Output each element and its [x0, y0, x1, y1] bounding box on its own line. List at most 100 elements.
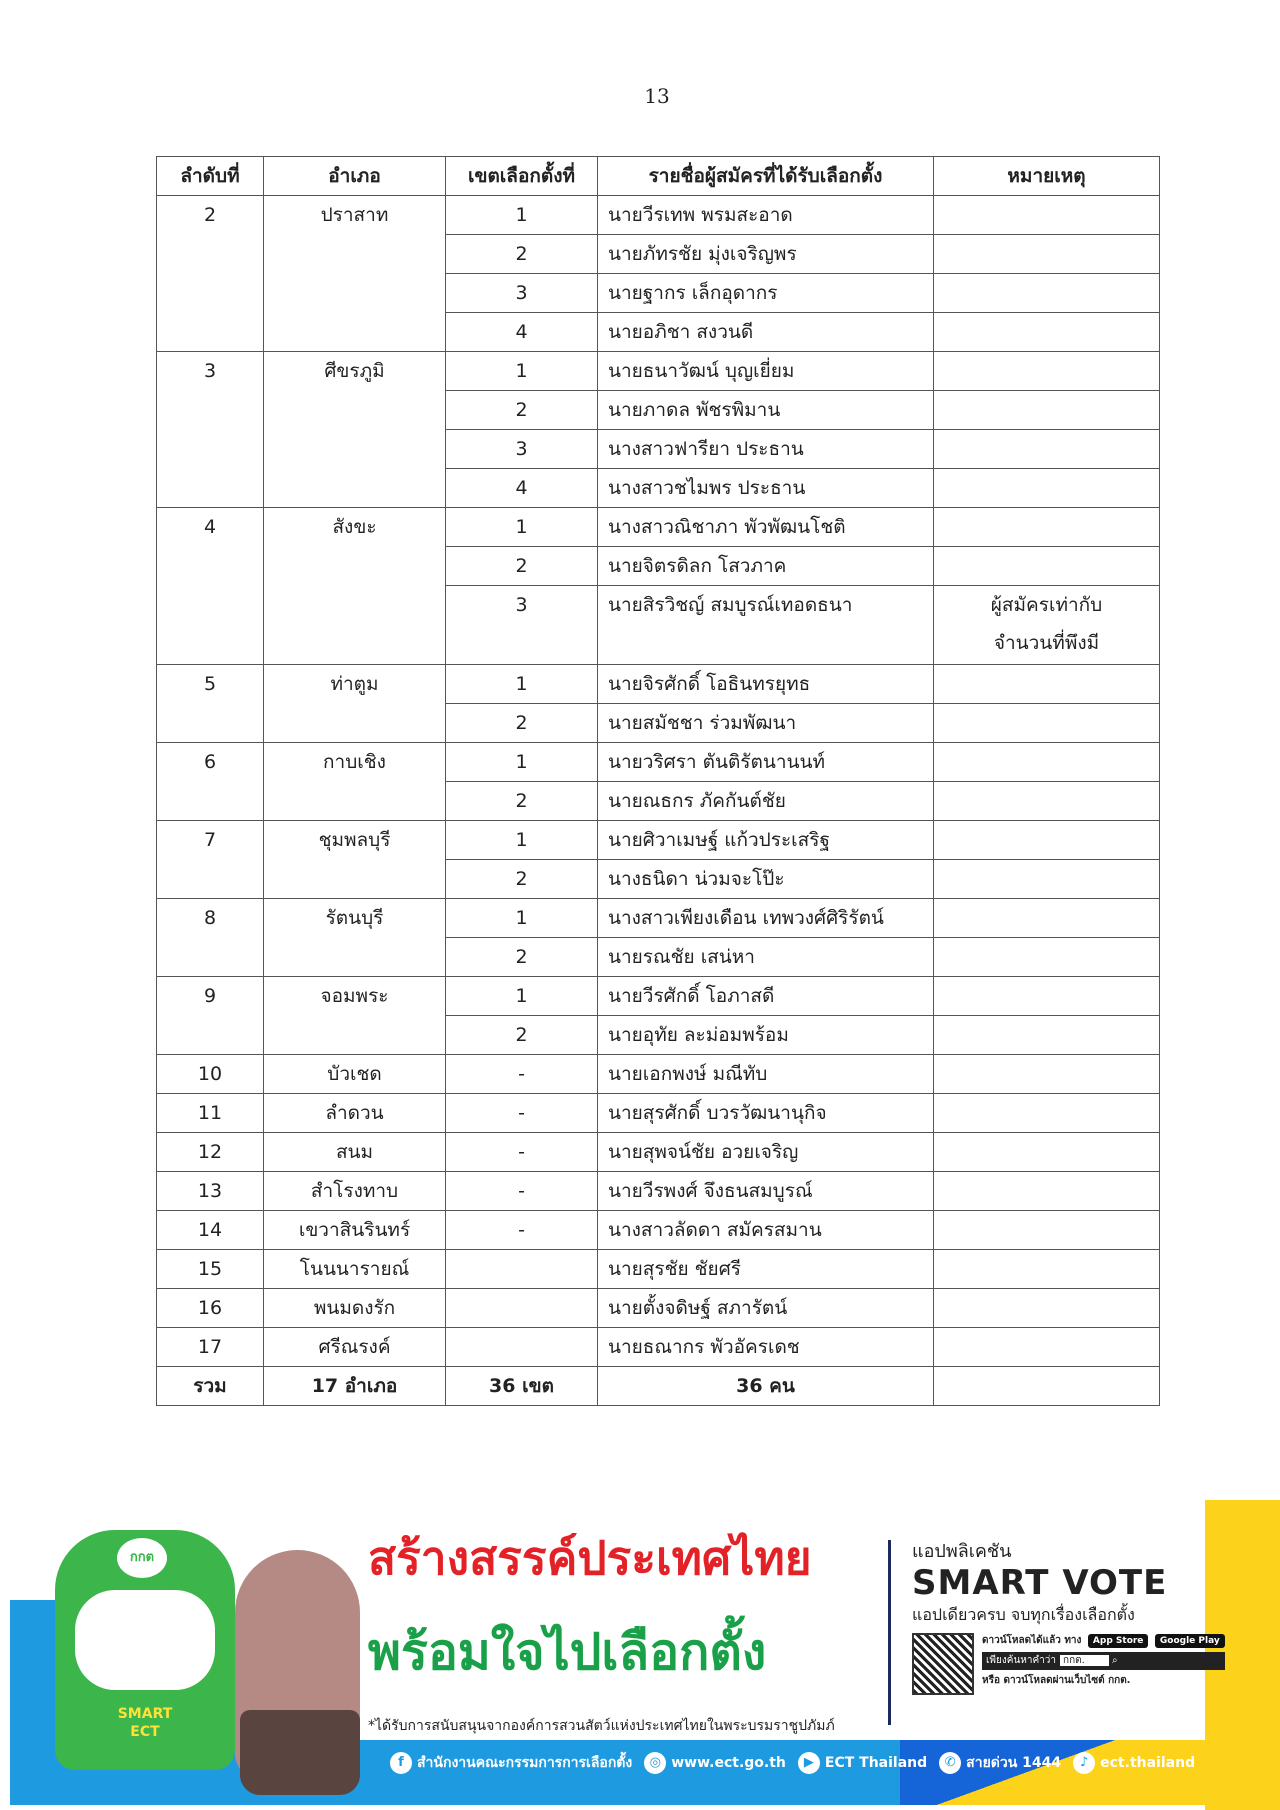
candidate-cell: นายจิตรดิลก โสวภาค — [597, 546, 934, 586]
table-row: 3 นายฐากร เล็กอุดากร — [157, 273, 1160, 313]
order-cell: 3 — [156, 351, 264, 508]
candidate-cell: นายตั้งจดิษฐ์ สภารัตน์ — [597, 1288, 934, 1328]
footer-item[interactable]: ✆ สายด่วน 1444 — [939, 1752, 1061, 1774]
order-cell: 10 — [156, 1054, 264, 1094]
remark-cell — [933, 1210, 1160, 1250]
district-cell: สำโรงทาบ — [263, 1171, 446, 1211]
candidate-cell: นางสาวณิชาภา พัวพัฒนโชติ — [597, 507, 934, 547]
qr-code-icon — [912, 1632, 974, 1695]
zone-cell: - — [445, 1054, 598, 1094]
remark-cell — [933, 507, 1160, 547]
table-row: 2 นายอุทัย ละม่อมพร้อม — [157, 1015, 1160, 1055]
footer-text: ECT Thailand — [824, 1755, 928, 1771]
footer-item[interactable]: ▶ ECT Thailand — [797, 1752, 928, 1774]
candidate-cell: นายวีรพงศ์ จึงธนสมบูรณ์ — [597, 1171, 934, 1211]
district-cell: ชุมพลบุรี — [263, 820, 446, 899]
footer-item[interactable]: ♪ ect.thailand — [1073, 1752, 1195, 1774]
table-row: 2 นายณธกร ภัคกันต์ชัย — [157, 781, 1160, 821]
google-play-badge[interactable]: Google Play — [1154, 1633, 1225, 1648]
download-block: ดาวน์โหลดได้แล้ว ทาง App Store Google Pl… — [912, 1632, 1225, 1695]
candidate-cell: นางธนิดา น่วมจะโป๊ะ — [597, 859, 934, 899]
remark-cell — [933, 1171, 1160, 1211]
mascot-shirt-text: SMART ECT — [117, 1706, 173, 1740]
footer-item[interactable]: f สำนักงานคณะกรรมการการเลือกตั้ง — [390, 1752, 632, 1774]
order-cell: 6 — [156, 742, 264, 821]
zone-cell: 2 — [445, 859, 598, 899]
remark-cell — [933, 859, 1160, 899]
table-row: 9 จอมพระ 1 นายวีรศักดิ์ โอภาสดี — [156, 976, 1160, 1055]
order-cell: 5 — [156, 664, 264, 743]
order-cell: 12 — [156, 1132, 264, 1172]
district-cell: ท่าตูม — [263, 664, 446, 743]
table-row: 11 ลำดวน - นายสุรศักดิ์ บวรวัฒนานุกิจ — [156, 1093, 1160, 1133]
candidate-cell: นายอุทัย ละม่อมพร้อม — [597, 1015, 934, 1055]
footer-text: www.ect.go.th — [671, 1755, 786, 1771]
candidate-cell: นายสุพจน์ชัย อวยเจริญ — [597, 1132, 934, 1172]
divider — [888, 1540, 891, 1725]
table-row: 2 นายภัทรชัย มุ่งเจริญพร — [157, 234, 1160, 274]
phone-icon: ✆ — [939, 1752, 962, 1774]
district-cell: ศีขรภูมิ — [263, 351, 446, 508]
ect-mascot-image: กกต SMART ECT — [55, 1530, 235, 1770]
app-block: แอปพลิเคชัน SMART VOTE แอปเดียวครบ จบทุก… — [912, 1540, 1225, 1695]
table-row: 8 รัตนบุรี 1 นางสาวเพียงเดือน เทพวงศ์ศิริรั… — [156, 898, 1160, 977]
candidate-cell: นางสาวชไมพร ประธาน — [597, 468, 934, 508]
pot-image — [240, 1710, 360, 1795]
remark-cell — [933, 546, 1160, 586]
table-row: 3 นายสิรวิชญ์ สมบูรณ์เทอดธนา ผู้สมัครเท่าก… — [157, 585, 1160, 665]
order-cell: 13 — [156, 1171, 264, 1211]
order-cell: 4 — [156, 507, 264, 665]
table-row: 6 กาบเชิง 1 นายวริศรา ตันติรัตนานนท์ — [156, 742, 1160, 821]
youtube-icon: ▶ — [797, 1752, 820, 1774]
table-row: 4 สังขะ 1 นางสาวณิชาภา พัวพัฒนโชติ — [156, 507, 1160, 665]
table-row: 14 เขวาสินรินทร์ - นางสาวลัดดา สมัครสมาน — [156, 1210, 1160, 1250]
zone-cell — [445, 1288, 598, 1328]
table-row: 15 โนนนารายณ์ นายสุรชัย ชัยศรี — [156, 1249, 1160, 1289]
zone-cell: 1 — [445, 351, 598, 391]
zone-cell: 2 — [445, 546, 598, 586]
zone-cell: 3 — [445, 273, 598, 313]
order-cell: 11 — [156, 1093, 264, 1133]
footer-item[interactable]: ◎ www.ect.go.th — [644, 1752, 786, 1774]
search-label: เพียงค้นหาคำว่า — [986, 1654, 1057, 1666]
remark-cell — [933, 468, 1160, 508]
search-hint: เพียงค้นหาคำว่า กกต. ⌕ — [982, 1651, 1225, 1670]
zone-cell: 1 — [445, 195, 598, 235]
zone-cell: 2 — [445, 390, 598, 430]
zone-cell: - — [445, 1093, 598, 1133]
remark-cell — [933, 234, 1160, 274]
order-cell: 7 — [156, 820, 264, 899]
remark-cell — [933, 820, 1160, 860]
remark-cell — [933, 664, 1160, 704]
candidate-cell: นายธนาวัฒน์ บุญเยี่ยม — [597, 351, 934, 391]
total-row: รวม 17 อำเภอ 36 เขต 36 คน — [156, 1366, 1160, 1406]
district-cell: รัตนบุรี — [263, 898, 446, 977]
zone-cell: 1 — [445, 742, 598, 782]
remark-cell — [933, 742, 1160, 782]
table-row: 13 สำโรงทาบ - นายวีรพงศ์ จึงธนสมบูรณ์ — [156, 1171, 1160, 1211]
banner-footer: f สำนักงานคณะกรรมการการเลือกตั้ง ◎ www.ect.… — [390, 1752, 1195, 1774]
zone-cell: 2 — [445, 234, 598, 274]
candidate-cell: นายณธกร ภัคกันต์ชัย — [597, 781, 934, 821]
column-header: หมายเหตุ — [933, 156, 1160, 196]
table-row: 2 นายจิตรดิลก โสวภาค — [157, 546, 1160, 586]
remark-cell — [933, 390, 1160, 430]
table-row: 2 นายรณชัย เสน่หา — [157, 937, 1160, 977]
order-cell: 8 — [156, 898, 264, 977]
candidate-cell: นายฐากร เล็กอุดากร — [597, 273, 934, 313]
total-districts: 17 อำเภอ — [263, 1366, 446, 1406]
column-header: ลำดับที่ — [156, 156, 264, 196]
app-store-badge[interactable]: App Store — [1087, 1633, 1149, 1648]
remark-cell — [933, 273, 1160, 313]
candidate-cell: นายสมัชชา ร่วมพัฒนา — [597, 703, 934, 743]
candidate-cell: นายอภิชา สงวนดี — [597, 312, 934, 352]
remark-cell — [933, 1132, 1160, 1172]
remark-cell — [933, 976, 1160, 1016]
total-remark — [933, 1366, 1160, 1406]
district-cell: ลำดวน — [263, 1093, 446, 1133]
page-number: 13 — [644, 84, 670, 108]
order-cell: 17 — [156, 1327, 264, 1367]
candidate-cell: นายสิรวิชญ์ สมบูรณ์เทอดธนา — [597, 585, 934, 665]
table-row: 17 ศรีณรงค์ นายธณากร พัวอัครเดช — [156, 1327, 1160, 1367]
zone-cell: 1 — [445, 664, 598, 704]
